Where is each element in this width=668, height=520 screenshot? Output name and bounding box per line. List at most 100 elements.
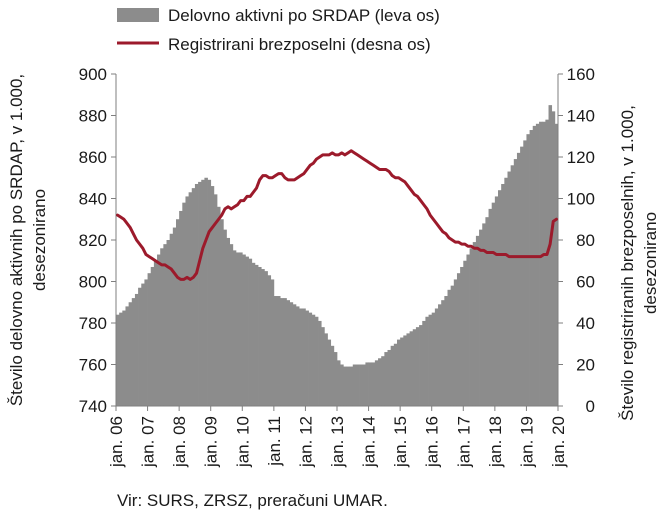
x-tick-label: jan. 16 [423, 416, 442, 468]
employed-bar [172, 227, 177, 406]
employed-bar [422, 320, 426, 406]
employed-bar [201, 179, 205, 406]
employed-bar [138, 287, 142, 406]
employed-bar [182, 202, 186, 406]
employed-bar [122, 310, 126, 406]
employed-bar [523, 140, 527, 406]
left-tick-label: 860 [79, 148, 107, 167]
x-tick-label: jan. 17 [454, 416, 473, 468]
employed-bar [340, 364, 344, 406]
employed-bar [403, 335, 407, 406]
right-axis-title-line1: Število registriranih brezposelnih, v 1.… [618, 105, 637, 421]
employed-bar [280, 298, 284, 406]
employed-bar [163, 244, 167, 406]
left-tick-label: 760 [79, 356, 107, 375]
employed-bar [371, 362, 376, 406]
employed-bar [333, 352, 338, 406]
employed-bar [400, 337, 404, 406]
employed-bar [365, 362, 369, 406]
right-tick-label: 160 [567, 65, 595, 84]
right-tick-label: 40 [576, 314, 595, 333]
right-tick-label: 100 [567, 190, 595, 209]
employed-bar [330, 345, 335, 406]
x-axis-ticks: jan. 06 jan. 07 jan. 08 jan. 09 jan. 10 jan. … [107, 406, 568, 468]
employed-bar [352, 364, 357, 406]
legend-bar-swatch [117, 8, 159, 22]
source-note: Vir: SURS, ZRSZ, preračuni UMAR. [117, 491, 388, 510]
legend-label-unemployed: Registrirani brezposelni (desna os) [168, 35, 431, 54]
employed-bar [223, 229, 227, 407]
employed-bar [116, 314, 120, 406]
employed-bar [362, 364, 366, 406]
right-axis-title-line2: desezonirano [641, 212, 660, 314]
employed-bar [318, 320, 322, 406]
employed-bar [441, 300, 445, 406]
employed-bar [431, 312, 436, 407]
right-tick-label: 0 [586, 397, 595, 416]
employed-bar [425, 316, 429, 406]
employed-bar [472, 242, 477, 406]
employed-bar [355, 364, 360, 406]
x-tick-label: jan. 19 [517, 416, 536, 468]
employed-bar [513, 159, 518, 406]
employed-bar [447, 289, 452, 406]
employed-bar [258, 266, 262, 406]
legend: Delovno aktivni po SRDAP (leva os) Regis… [117, 6, 440, 54]
left-axis-title-line2: desezonirano [30, 189, 49, 291]
employed-bar [526, 134, 530, 406]
employed-bar [491, 202, 496, 406]
employed-bar [368, 362, 373, 406]
employed-bar [390, 345, 395, 406]
employed-bar [516, 152, 521, 406]
employed-bar [305, 310, 309, 406]
right-tick-label: 140 [567, 107, 595, 126]
employed-bar [134, 293, 139, 406]
employed-bar [128, 302, 133, 406]
employed-bar [396, 339, 401, 406]
employed-bar [217, 206, 221, 406]
employed-bar [254, 264, 259, 406]
employed-bar [207, 179, 212, 406]
employed-bar [554, 123, 559, 407]
employed-bar [299, 308, 303, 406]
employed-bar [210, 186, 215, 406]
employed-bar [220, 219, 224, 406]
employed-bar [529, 130, 534, 406]
x-tick-label: jan. 13 [328, 416, 347, 468]
employed-bar [267, 275, 272, 406]
employed-bar [438, 304, 442, 406]
employed-bar [235, 252, 240, 406]
employed-bar [343, 366, 347, 406]
employed-bar [131, 298, 136, 406]
employed-bar [453, 279, 458, 406]
employed-bar [456, 273, 461, 406]
left-tick-label: 740 [79, 397, 107, 416]
employed-bar [242, 254, 246, 406]
employed-bar [504, 177, 508, 406]
employed-bar [409, 331, 414, 406]
employed-bar [393, 343, 398, 406]
employed-bar [507, 171, 511, 406]
employed-bar [501, 183, 505, 406]
employed-bar [374, 360, 379, 406]
employed-bar [179, 210, 183, 406]
employed-bar [125, 306, 129, 406]
employed-bar [226, 237, 231, 406]
left-tick-label: 780 [79, 314, 107, 333]
x-tick-label: jan. 20 [549, 416, 568, 468]
employed-bar [482, 223, 486, 406]
right-tick-label: 20 [576, 356, 595, 375]
employed-bar [185, 196, 189, 406]
x-tick-label: jan. 18 [486, 416, 505, 468]
employed-bar [292, 304, 297, 406]
employed-bar [545, 119, 549, 407]
employed-bar [324, 333, 328, 407]
employed-bar [166, 240, 171, 406]
employed-bar [327, 339, 332, 406]
employed-bar [378, 358, 382, 406]
left-tick-label: 840 [79, 190, 107, 209]
legend-label-employed: Delovno aktivni po SRDAP (leva os) [168, 6, 440, 25]
employed-bar [157, 254, 161, 406]
employed-bar [277, 296, 281, 406]
employed-bar [175, 219, 180, 406]
